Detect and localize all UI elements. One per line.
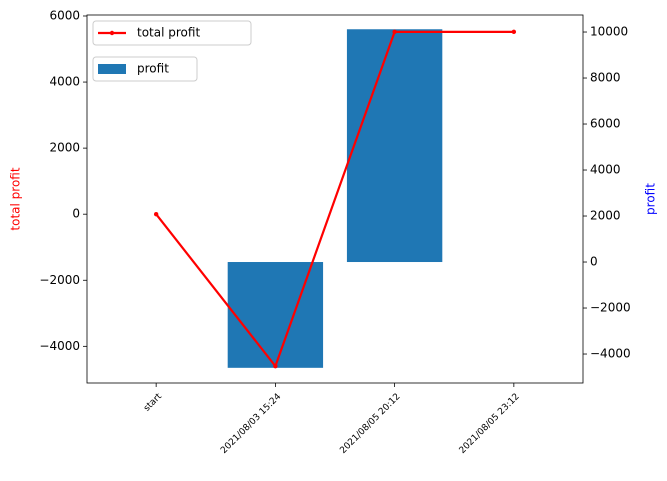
bar	[227, 262, 324, 368]
line-point	[511, 29, 517, 35]
y2-tick-label: 4000	[590, 163, 621, 177]
line-point	[273, 363, 278, 369]
y2-tick-label: −4000	[590, 347, 631, 361]
y2-tick-label: 2000	[590, 209, 621, 223]
legend-box	[92, 56, 198, 82]
legend-label: profit	[137, 62, 169, 76]
x-tick-label: 2021/08/03 15:24	[219, 392, 283, 456]
y2-axis-label: profit	[644, 183, 658, 215]
y-tick-label: 4000	[49, 75, 80, 89]
line	[155, 30, 514, 369]
line-point	[153, 211, 159, 217]
y2-tick-label: 0	[590, 255, 598, 269]
legend: profit	[92, 56, 198, 82]
legend-label: total profit	[137, 26, 200, 40]
y2-tick-label: 10000	[590, 25, 628, 39]
x-tick-label: 2021/08/05 20:12	[338, 392, 402, 456]
legend: total profit	[92, 20, 252, 46]
legend-swatch	[98, 64, 126, 74]
y-tick-label: 2000	[49, 141, 80, 155]
y2-tick-label: 6000	[590, 117, 621, 131]
y2-tick-label: 8000	[590, 71, 621, 85]
y-tick-label: −2000	[39, 273, 80, 287]
y-tick-label: 6000	[49, 8, 80, 22]
x-tick-label: start	[142, 391, 164, 413]
legend-swatch-point	[109, 30, 115, 36]
bar	[346, 29, 443, 263]
line-point	[392, 29, 397, 35]
x-tick-label: 2021/08/05 23:12	[458, 392, 522, 456]
y-tick-label: 0	[72, 207, 80, 221]
legend-box	[92, 20, 252, 46]
y-axis-label: total profit	[9, 167, 23, 230]
y-tick-label: −4000	[39, 339, 80, 353]
y2-tick-label: −2000	[590, 301, 631, 315]
plot-frame	[86, 14, 584, 384]
